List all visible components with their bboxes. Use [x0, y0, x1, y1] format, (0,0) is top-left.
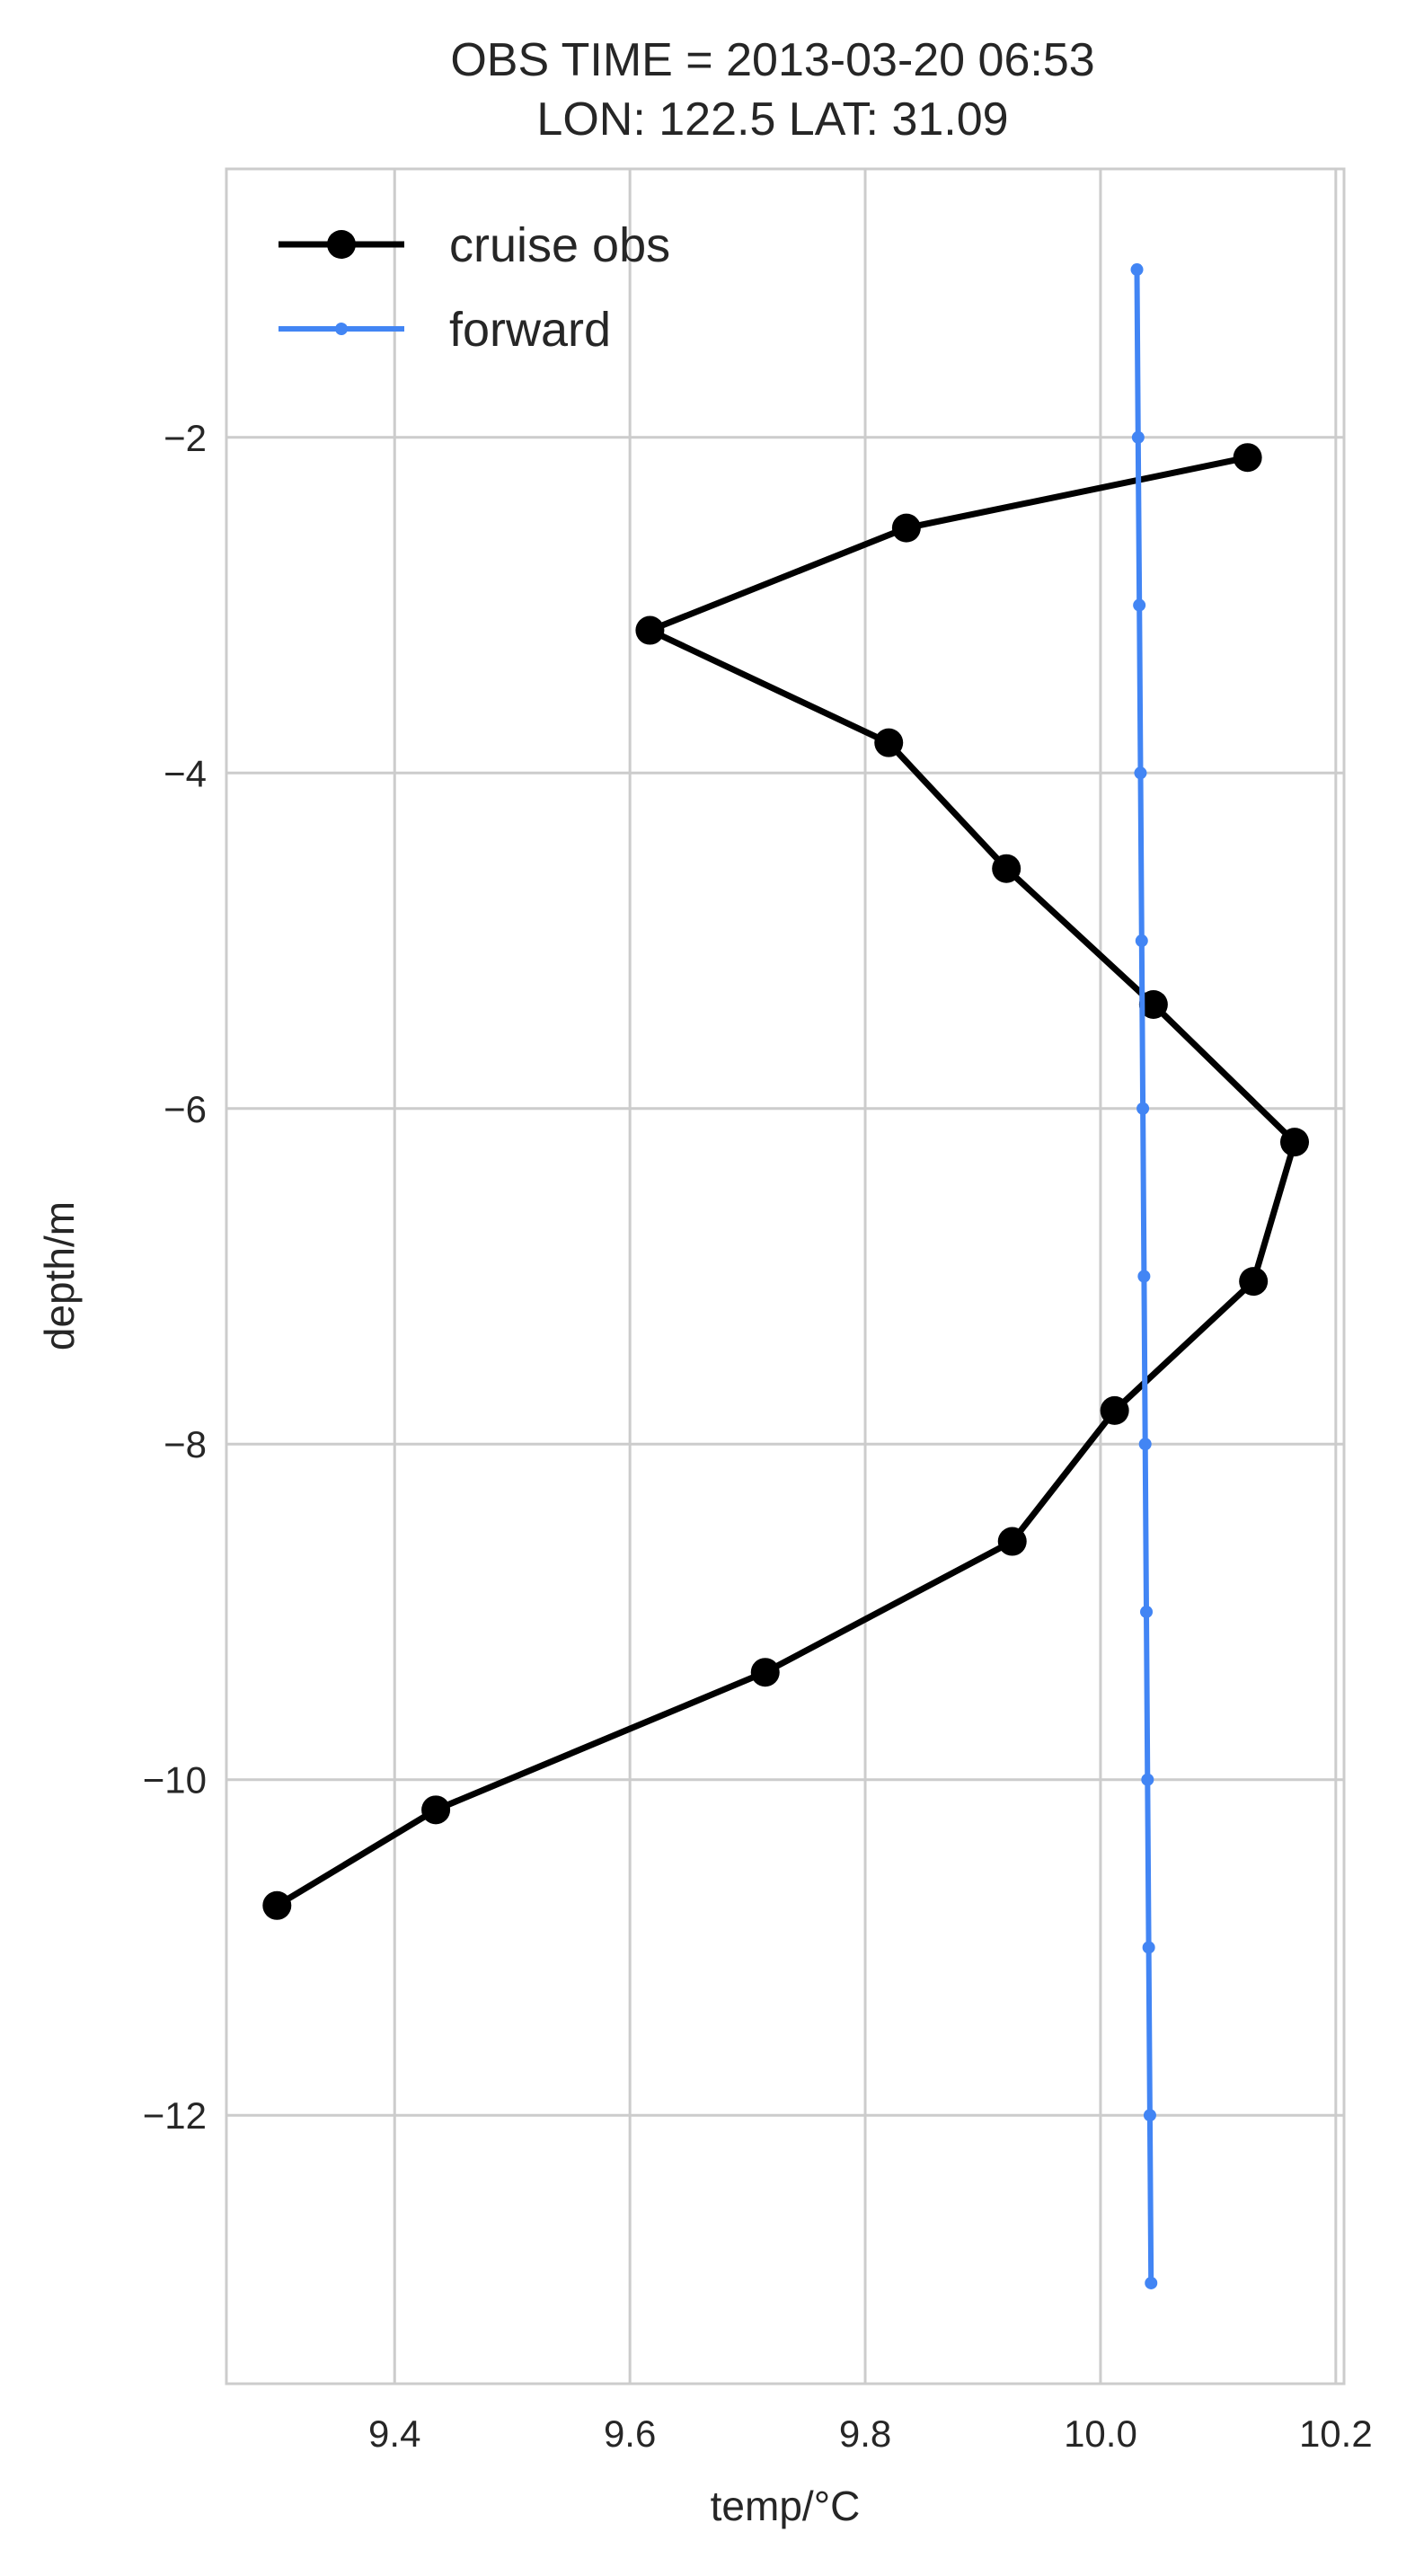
data-point-cruise-obs	[1138, 989, 1168, 1019]
chart-title-line2: LON: 122.5 LAT: 31.09	[536, 93, 1008, 146]
data-point-forward	[1145, 2276, 1158, 2289]
y-tick-label: −12	[143, 2094, 207, 2137]
data-point-cruise-obs	[635, 615, 665, 645]
x-tick-label: 9.8	[839, 2412, 891, 2455]
data-point-cruise-obs	[997, 1527, 1027, 1556]
y-tick-label: −2	[164, 417, 207, 459]
plot-frame	[225, 167, 1346, 2386]
y-axis-label: depth/m	[36, 1201, 83, 1350]
data-point-cruise-obs	[992, 854, 1021, 883]
y-tick-label: −4	[164, 752, 207, 794]
legend-marker-forward	[335, 323, 348, 335]
data-point-forward	[1141, 1773, 1154, 1786]
legend-label-forward: forward	[449, 303, 611, 357]
data-point-forward	[1143, 2109, 1156, 2122]
chart-title-line1: OBS TIME = 2013-03-20 06:53	[450, 34, 1094, 86]
grid-layer	[226, 169, 1344, 2384]
data-point-forward	[1135, 934, 1148, 948]
x-axis-label: temp/°C	[711, 2483, 861, 2529]
y-tick-label: −8	[164, 1423, 207, 1465]
data-point-cruise-obs	[1100, 1395, 1129, 1425]
data-point-cruise-obs	[262, 1890, 292, 1920]
data-point-cruise-obs	[750, 1658, 780, 1687]
data-point-forward	[1137, 1270, 1151, 1283]
data-point-cruise-obs	[1280, 1128, 1310, 1157]
data-point-forward	[1138, 1438, 1152, 1451]
data-point-cruise-obs	[1233, 443, 1262, 473]
data-point-forward	[1130, 263, 1144, 277]
x-tick-label: 10.2	[1299, 2412, 1373, 2455]
data-point-forward	[1133, 598, 1146, 612]
data-point-cruise-obs	[874, 728, 904, 757]
x-tick-label: 10.0	[1064, 2412, 1137, 2455]
legend: cruise obs forward	[279, 218, 670, 357]
data-point-forward	[1131, 430, 1145, 444]
data-point-forward	[1134, 766, 1147, 780]
data-point-cruise-obs	[421, 1795, 451, 1825]
x-tick-label: 9.4	[368, 2412, 420, 2455]
tick-label-layer: 9.4 9.6 9.8 10.0 10.2 −2 −4 −6 −8 −10 −12	[143, 417, 1373, 2455]
data-point-cruise-obs	[891, 513, 921, 543]
y-tick-label: −6	[164, 1088, 207, 1130]
legend-label-cruise-obs: cruise obs	[449, 218, 670, 272]
plot-area	[226, 169, 1344, 2384]
data-point-forward	[1136, 1102, 1150, 1115]
data-point-forward	[1140, 1605, 1154, 1618]
data-point-forward	[1142, 1941, 1155, 1954]
legend-marker-cruise-obs	[327, 230, 356, 259]
series-layer	[262, 263, 1310, 2289]
x-tick-label: 9.6	[604, 2412, 656, 2455]
y-tick-label: −10	[143, 1759, 207, 1801]
data-point-cruise-obs	[1239, 1267, 1269, 1297]
